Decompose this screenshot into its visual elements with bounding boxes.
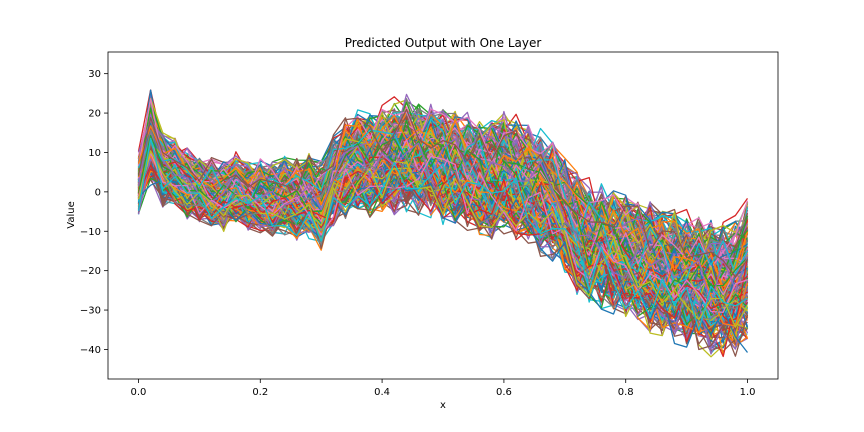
series-line (137, 121, 748, 317)
series-line (137, 150, 749, 328)
y-tick-label: −10 (80, 227, 101, 238)
x-tick-label: 0.2 (252, 387, 268, 398)
y-axis: 30 20 10 0 −10 −20 −30 −40 (80, 69, 108, 356)
series-line (137, 113, 749, 305)
series-line (137, 137, 748, 331)
plot-lines (137, 89, 749, 358)
y-tick-label: 30 (88, 69, 101, 80)
y-axis-label: Value (66, 201, 77, 228)
series-line (137, 141, 748, 320)
x-tick-label: 0.8 (618, 387, 634, 398)
x-tick-label: 1.0 (740, 387, 756, 398)
series-line (137, 129, 748, 304)
series-line (137, 108, 749, 278)
series-line (137, 142, 748, 312)
series-line (137, 152, 749, 326)
series-line (137, 164, 748, 319)
x-tick-label: 0.4 (374, 387, 390, 398)
y-tick-label: 10 (88, 148, 101, 159)
chart-title: Predicted Output with One Layer (345, 36, 542, 50)
y-tick-label: −30 (80, 306, 101, 317)
y-tick-label: 0 (95, 187, 101, 198)
series-line (137, 145, 749, 357)
x-axis-label: x (440, 400, 446, 411)
x-tick-label: 0.6 (496, 387, 512, 398)
y-tick-label: 20 (88, 109, 101, 120)
plot-frame (107, 51, 779, 380)
y-tick-label: −40 (80, 345, 101, 356)
y-tick-label: −20 (80, 266, 101, 277)
series-line (137, 98, 748, 258)
x-axis: 0.0 0.2 0.4 0.6 0.8 1.0 (131, 379, 756, 398)
x-tick-label: 0.0 (131, 387, 147, 398)
series-line (137, 115, 749, 292)
